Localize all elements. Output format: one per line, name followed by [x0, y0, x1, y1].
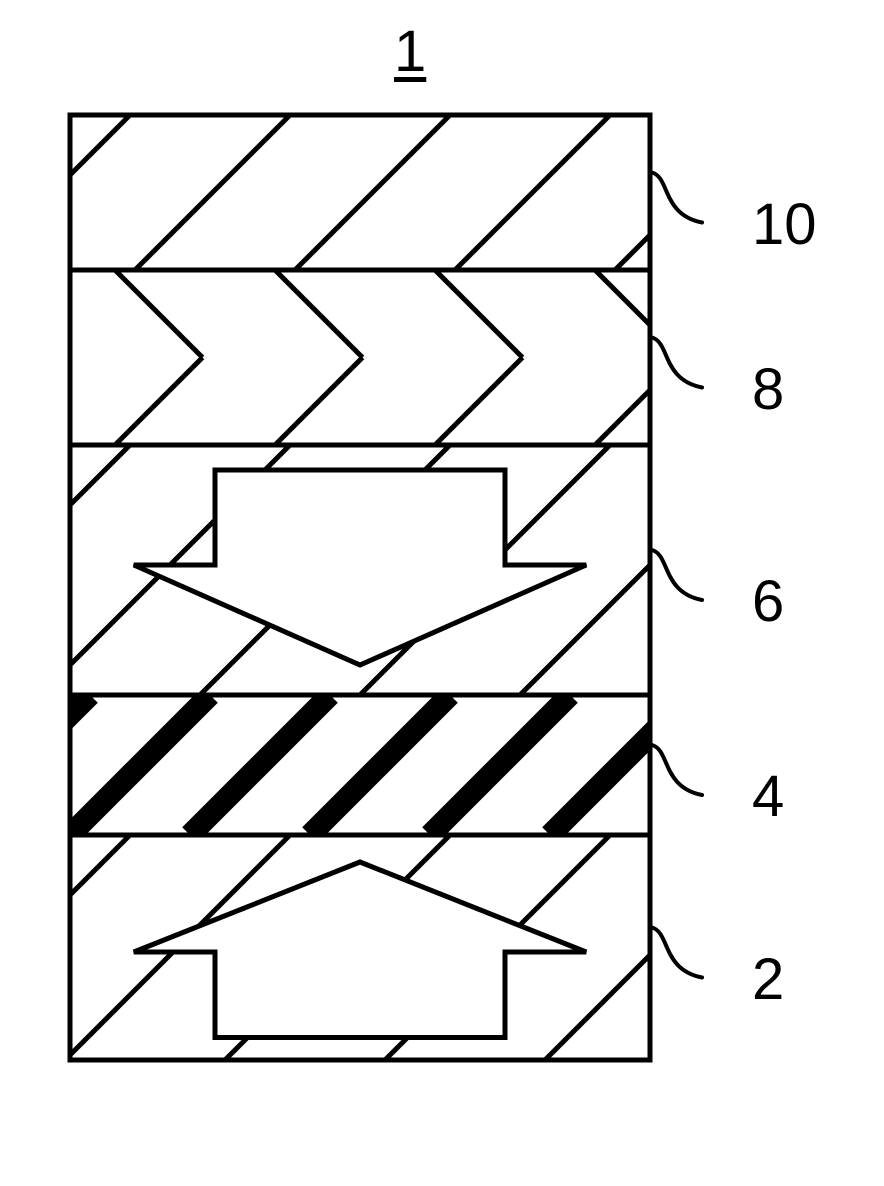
- layer-label-8: 8: [752, 356, 784, 423]
- diagram-canvas: 1 108642: [0, 0, 884, 1186]
- layer-label-2: 2: [752, 946, 784, 1013]
- leader-line-10: [652, 173, 702, 223]
- layer-label-4: 4: [752, 763, 784, 830]
- layer-4: [0, 695, 810, 835]
- leader-line-6: [652, 550, 702, 600]
- layer-label-10: 10: [752, 191, 817, 258]
- leader-line-2: [652, 928, 702, 978]
- layer-label-6: 6: [752, 568, 784, 635]
- leader-line-8: [652, 338, 702, 388]
- leader-line-4: [652, 745, 702, 795]
